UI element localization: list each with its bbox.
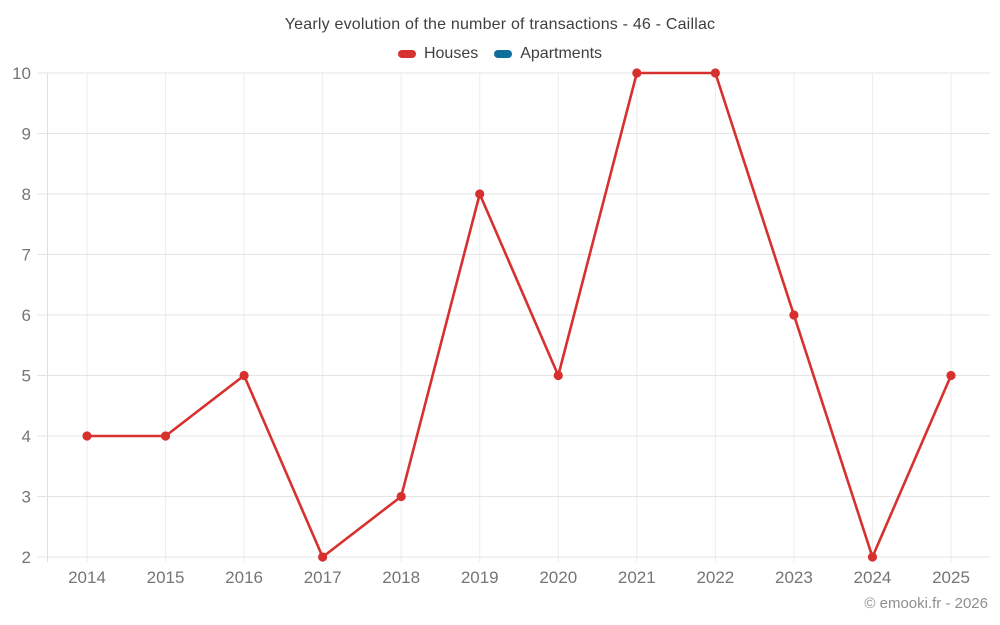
legend-label-apartments: Apartments — [520, 45, 603, 62]
data-point-houses[interactable] — [475, 189, 485, 199]
y-tick-label: 10 — [12, 64, 31, 83]
x-tick-label: 2019 — [461, 568, 499, 587]
legend-item-houses[interactable]: Houses — [397, 45, 479, 63]
houses-series-swatch-icon — [397, 50, 416, 58]
y-tick-label: 2 — [22, 548, 31, 567]
x-tick-label: 2020 — [539, 568, 577, 587]
data-point-houses[interactable] — [632, 68, 642, 78]
x-tick-label: 2017 — [304, 568, 342, 587]
apartments-series-swatch-icon — [494, 50, 513, 58]
x-tick-label: 2016 — [225, 568, 263, 587]
data-point-houses[interactable] — [318, 552, 328, 562]
y-tick-label: 6 — [22, 306, 31, 325]
legend-label-houses: Houses — [423, 45, 479, 62]
data-point-houses[interactable] — [553, 370, 563, 381]
y-tick-label: 9 — [22, 125, 31, 144]
chart-title: Yearly evolution of the number of transa… — [284, 16, 716, 33]
x-tick-label: 2018 — [382, 568, 420, 587]
copyright-footer: © emooki.fr - 2026 — [864, 595, 988, 612]
x-tick-label: 2022 — [696, 568, 734, 587]
y-tick-label: 7 — [22, 246, 31, 265]
x-tick-label: 2025 — [932, 568, 970, 587]
data-point-houses[interactable] — [396, 491, 406, 502]
x-tick-label: 2021 — [618, 568, 656, 587]
y-tick-label: 8 — [22, 185, 31, 204]
data-point-houses[interactable] — [867, 552, 878, 562]
data-point-houses[interactable] — [160, 431, 171, 441]
series-line-houses — [87, 71, 953, 559]
y-tick-label: 5 — [22, 367, 31, 386]
data-point-houses[interactable] — [789, 310, 799, 320]
data-point-houses[interactable] — [710, 68, 720, 78]
x-tick-label: 2024 — [854, 568, 892, 587]
data-point-houses[interactable] — [239, 370, 249, 381]
data-point-houses[interactable] — [82, 431, 92, 441]
legend-item-apartments[interactable]: Apartments — [494, 45, 602, 63]
x-tick-label: 2014 — [68, 568, 106, 587]
legend: Houses Apartments — [0, 45, 1000, 63]
data-point-houses[interactable] — [946, 370, 956, 381]
y-tick-label: 4 — [22, 427, 31, 446]
y-tick-label: 3 — [22, 488, 31, 507]
x-tick-label: 2015 — [147, 568, 185, 587]
x-tick-label: 2023 — [775, 568, 813, 587]
